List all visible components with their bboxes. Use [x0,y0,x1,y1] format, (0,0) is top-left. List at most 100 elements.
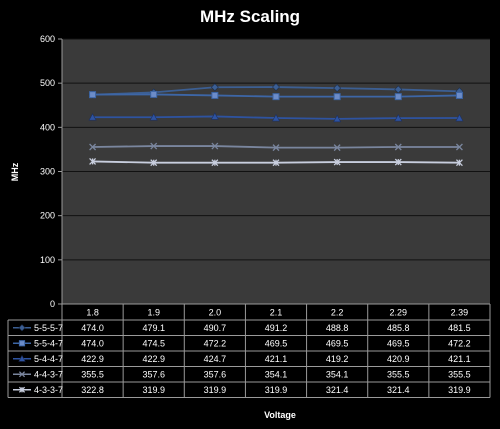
y-tick-label: 300 [40,167,55,177]
legend-entry: 4-4-3-7 [34,369,63,379]
data-label: 355.5 [81,369,104,379]
data-label: 421.1 [448,354,471,364]
legend-key-marker [18,340,26,347]
y-axis-label: MHz [10,162,20,181]
data-label: 319.9 [448,385,471,395]
data-point-4-4-3-7-stroke [394,143,402,151]
data-point-4-3-3-7 [150,159,158,167]
data-label: 469.5 [326,338,349,348]
data-label: 357.6 [142,369,165,379]
data-point-5-5-4-7 [333,93,341,101]
data-point-5-5-5-7 [394,85,403,94]
data-point-4-4-3-7-stroke [89,143,97,151]
data-label: 322.8 [81,385,104,395]
data-point-4-4-3-7-stroke [333,144,341,152]
y-tick-label: 0 [50,299,55,309]
data-label: 474.5 [142,338,165,348]
data-point-4-4-3-7 [211,142,219,150]
data-label: 490.7 [204,323,227,333]
y-tick-label: 400 [40,122,55,132]
x-tick-label: 1.9 [147,308,160,318]
legend-entry: 5-5-5-7 [34,323,63,333]
data-label: 355.5 [387,369,410,379]
data-label: 485.8 [387,323,410,333]
data-label: 479.1 [142,323,165,333]
data-label: 422.9 [142,354,165,364]
data-point-5-4-4-7 [455,113,464,122]
data-point-4-4-3-7 [455,143,463,151]
data-label: 355.5 [448,369,471,379]
x-tick-label: 1.8 [86,308,99,318]
x-tick-label: 2.0 [209,308,222,318]
data-point-4-3-3-7 [89,157,97,165]
x-tick-label: 2.39 [451,308,469,318]
y-tick-label: 200 [40,211,55,221]
data-point-5-4-4-7 [210,112,219,120]
data-point-4-4-3-7-stroke [211,142,219,150]
data-point-5-5-5-7 [272,83,280,91]
data-point-5-5-4-7 [211,91,219,99]
data-point-5-4-4-7 [88,113,97,121]
chart-title: MHz Scaling [200,7,300,26]
data-label: 419.2 [326,354,349,364]
x-tick-label: 2.29 [390,308,408,318]
legend-entry: 5-4-4-7 [34,354,63,364]
data-point-4-3-3-7 [333,158,341,166]
data-point-4-3-3-7 [211,159,219,167]
x-tick-label: 2.1 [270,308,283,318]
data-point-5-5-4-7 [394,93,402,101]
data-point-4-4-3-7 [150,142,158,150]
data-label: 469.5 [387,338,410,348]
y-tick-label: 600 [40,34,55,44]
data-point-4-3-3-7 [272,159,280,167]
data-label: 321.4 [326,385,349,395]
legend-key-marker [18,355,26,362]
legend-key-marker [18,371,26,378]
data-label: 319.9 [142,385,165,395]
data-point-4-4-3-7 [89,143,97,151]
data-point-4-3-3-7 [455,159,463,167]
legend-entry: 4-3-3-7 [34,385,63,395]
y-tick-label: 100 [40,255,55,265]
data-point-4-4-3-7 [394,143,402,151]
legend-key-marker [18,386,26,393]
data-point-5-5-4-7 [272,93,280,101]
data-label: 488.8 [326,323,349,333]
data-label: 354.1 [326,369,349,379]
data-label: 481.5 [448,323,471,333]
data-point-4-4-3-7-stroke [272,144,280,152]
y-tick-label: 500 [40,78,55,88]
x-axis-label: Voltage [264,410,296,420]
data-point-5-4-4-7 [394,113,403,122]
data-point-5-5-4-7 [89,91,97,99]
data-label: 474.0 [81,338,104,348]
data-point-4-4-3-7 [272,144,280,152]
data-label: 474.0 [81,323,104,333]
data-label: 357.6 [204,369,227,379]
legend-key-marker-stroke [18,371,26,378]
data-label: 472.2 [448,338,471,348]
data-label: 319.9 [204,385,227,395]
data-point-5-4-4-7 [149,113,158,121]
data-point-5-5-5-7 [333,84,342,93]
legend-entry: 5-5-4-7 [34,338,63,348]
data-point-4-4-3-7-stroke [150,142,158,150]
x-tick-label: 2.2 [331,308,344,318]
data-label: 424.7 [204,354,227,364]
data-label: 319.9 [265,385,288,395]
data-label: 420.9 [387,354,410,364]
data-label: 354.1 [265,369,288,379]
data-point-4-4-3-7 [333,144,341,152]
legend-key-marker [18,324,26,332]
data-label: 491.2 [265,323,288,333]
data-label: 321.4 [387,385,410,395]
data-label: 469.5 [265,338,288,348]
data-point-5-4-4-7 [271,113,281,122]
data-point-5-5-4-7 [455,91,463,99]
data-point-5-5-5-7 [210,83,219,92]
data-label: 472.2 [204,338,227,348]
data-point-4-4-3-7-stroke [455,143,463,151]
data-point-5-5-4-7 [150,90,158,98]
